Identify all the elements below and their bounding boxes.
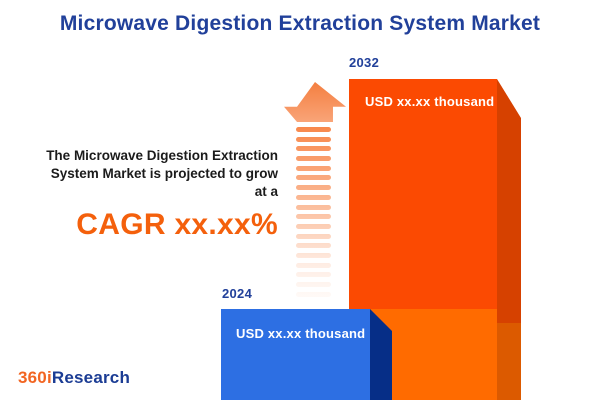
- bar-year-label-2032: 2032: [349, 55, 380, 70]
- bar-2032-value-label: USD xx.xx thousand: [365, 94, 495, 109]
- bar-2024: USD xx.xx thousand: [221, 309, 370, 400]
- description: The Microwave Digestion Extraction Syste…: [10, 147, 278, 242]
- bar-2024-value-label: USD xx.xx thousand: [236, 326, 366, 341]
- logo: 360iResearch: [18, 368, 130, 388]
- description-line-2: System Market is projected to grow: [50, 166, 278, 181]
- bar-2024-side: [370, 309, 392, 400]
- page-title: Microwave Digestion Extraction System Ma…: [59, 12, 541, 35]
- bar-2032-side: [497, 79, 521, 400]
- growth-arrow-dashes: [296, 127, 331, 307]
- logo-suffix: Research: [51, 368, 131, 387]
- cagr-value: CAGR xx.xx%: [76, 208, 278, 241]
- description-line-1: The Microwave Digestion Extraction: [46, 148, 278, 163]
- description-line-3: at a: [254, 184, 278, 199]
- growth-arrow-icon: [284, 82, 346, 122]
- bar-year-label-2024: 2024: [222, 286, 253, 301]
- logo-prefix: 360i: [18, 368, 52, 387]
